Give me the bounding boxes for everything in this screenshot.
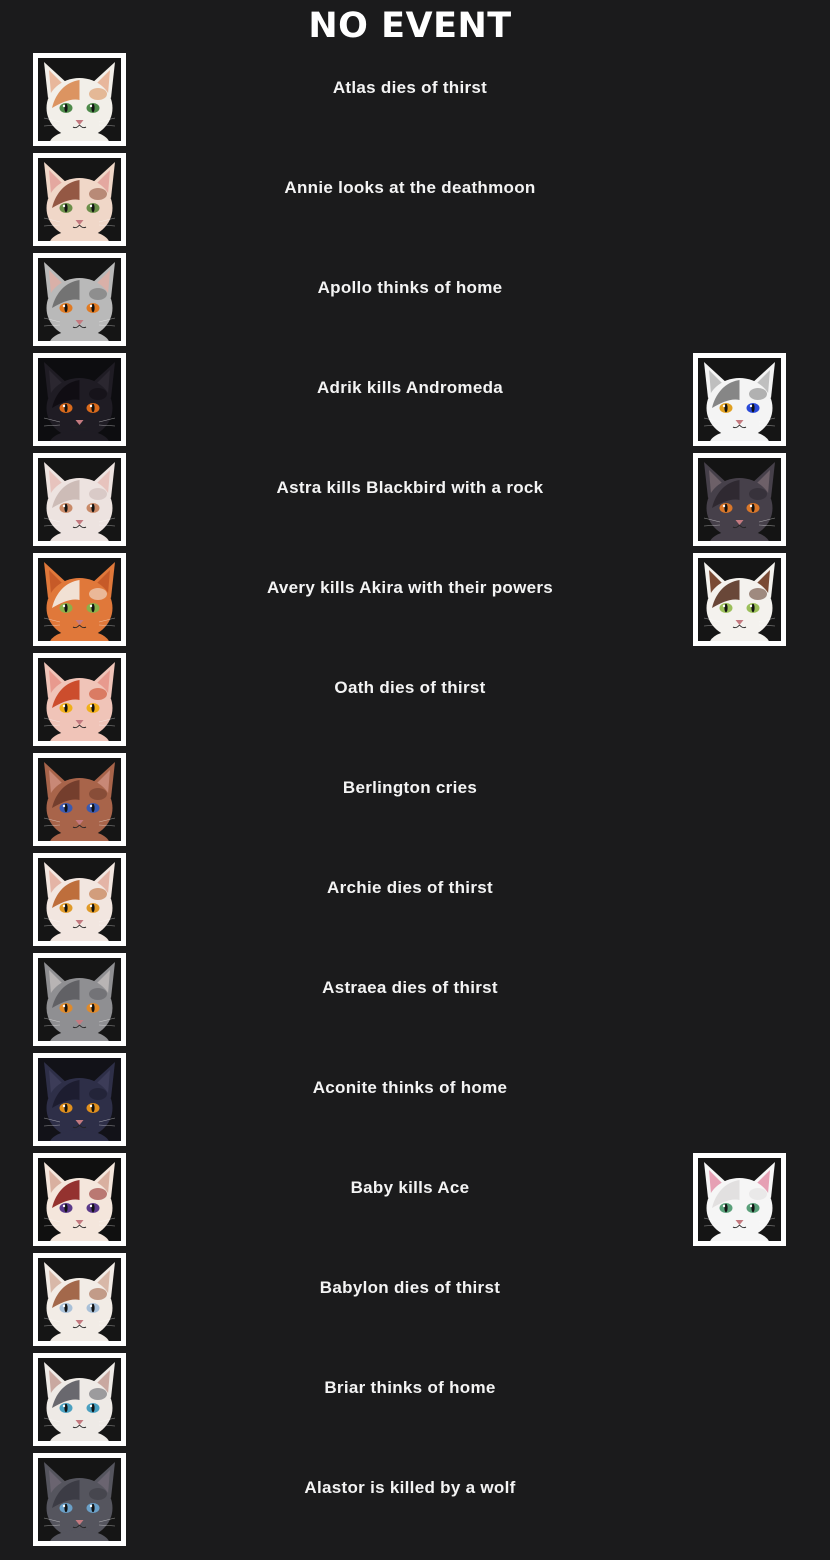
avatar-annie — [33, 153, 126, 246]
cat-portrait-icon — [38, 358, 121, 441]
avatar-astra — [33, 453, 126, 546]
event-row: Babylon dies of thirst — [0, 1253, 830, 1353]
cat-portrait-icon — [698, 558, 781, 641]
avatar-ace — [693, 1153, 786, 1246]
avatar-oath — [33, 653, 126, 746]
cat-portrait-icon — [38, 758, 121, 841]
event-text: Baby kills Ace — [350, 1178, 470, 1197]
event-row: Briar thinks of home — [0, 1353, 830, 1453]
avatar-baby — [33, 1153, 126, 1246]
avatar-astraea — [33, 953, 126, 1046]
event-list: Atlas dies of thirst Annie looks at the d… — [0, 53, 830, 1553]
cat-portrait-icon — [38, 58, 121, 141]
cat-portrait-icon — [38, 958, 121, 1041]
event-text: Atlas dies of thirst — [332, 78, 488, 97]
event-row: Alastor is killed by a wolf — [0, 1453, 830, 1553]
avatar-atlas — [33, 53, 126, 146]
event-text: Alastor is killed by a wolf — [304, 1478, 516, 1497]
avatar-archie — [33, 853, 126, 946]
event-row: Archie dies of thirst — [0, 853, 830, 953]
cat-portrait-icon — [38, 1058, 121, 1141]
avatar-briar — [33, 1353, 126, 1446]
cat-portrait-icon — [38, 158, 121, 241]
event-text: Berlington cries — [342, 778, 478, 797]
avatar-babylon — [33, 1253, 126, 1346]
event-row: Adrik kills Andromeda — [0, 353, 830, 453]
avatar-berlington — [33, 753, 126, 846]
cat-portrait-icon — [38, 1258, 121, 1341]
event-text: Annie looks at the deathmoon — [284, 178, 536, 197]
event-row: Aconite thinks of home — [0, 1053, 830, 1153]
avatar-blackbird — [693, 453, 786, 546]
event-text: Adrik kills Andromeda — [316, 378, 504, 397]
event-text: Astraea dies of thirst — [322, 978, 498, 997]
event-row: Baby kills Ace — [0, 1153, 830, 1253]
page-title: NO EVENT — [308, 6, 512, 46]
cat-portrait-icon — [38, 1358, 121, 1441]
event-row: Astra kills Blackbird with a rock — [0, 453, 830, 553]
avatar-akira — [693, 553, 786, 646]
avatar-apollo — [33, 253, 126, 346]
avatar-adrik — [33, 353, 126, 446]
event-text: Oath dies of thirst — [334, 678, 486, 697]
cat-portrait-icon — [698, 358, 781, 441]
event-text: Aconite thinks of home — [312, 1078, 508, 1097]
avatar-avery — [33, 553, 126, 646]
cat-portrait-icon — [38, 258, 121, 341]
cat-portrait-icon — [38, 458, 121, 541]
cat-portrait-icon — [38, 1158, 121, 1241]
event-row: Apollo thinks of home — [0, 253, 830, 353]
cat-portrait-icon — [698, 458, 781, 541]
event-row: Atlas dies of thirst — [0, 53, 830, 153]
avatar-alastor — [33, 1453, 126, 1546]
event-row: Avery kills Akira with their powers — [0, 553, 830, 653]
event-text: Avery kills Akira with their powers — [266, 578, 554, 597]
avatar-andromeda — [693, 353, 786, 446]
cat-portrait-icon — [38, 858, 121, 941]
avatar-aconite — [33, 1053, 126, 1146]
cat-portrait-icon — [38, 558, 121, 641]
event-row: Astraea dies of thirst — [0, 953, 830, 1053]
event-text: Astra kills Blackbird with a rock — [276, 478, 544, 497]
event-text: Archie dies of thirst — [327, 878, 493, 897]
event-row: Berlington cries — [0, 753, 830, 853]
event-text: Briar thinks of home — [324, 1378, 496, 1397]
cat-portrait-icon — [38, 658, 121, 741]
event-row: Oath dies of thirst — [0, 653, 830, 753]
cat-portrait-icon — [698, 1158, 781, 1241]
event-text: Babylon dies of thirst — [319, 1278, 501, 1297]
event-text: Apollo thinks of home — [317, 278, 503, 297]
event-row: Annie looks at the deathmoon — [0, 153, 830, 253]
cat-portrait-icon — [38, 1458, 121, 1541]
